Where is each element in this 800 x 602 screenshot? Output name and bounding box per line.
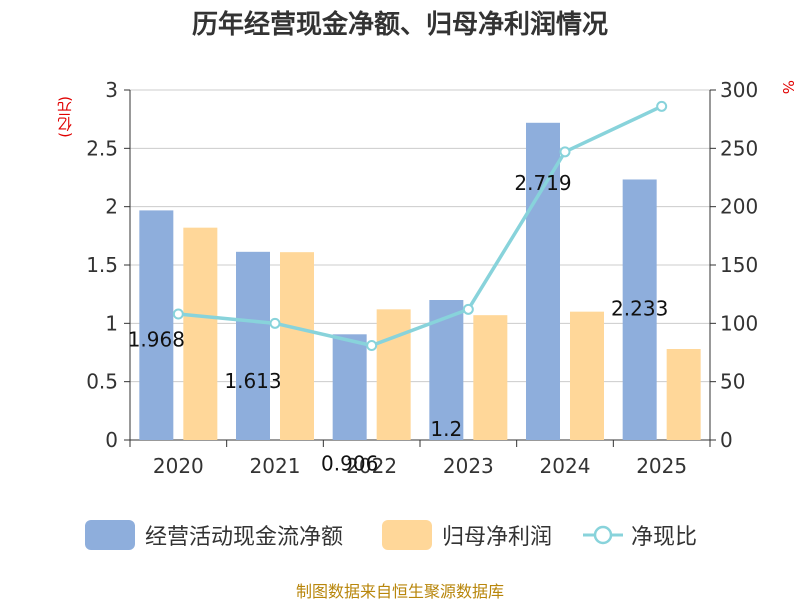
left-axis-tick-label: 1.5 <box>86 253 118 277</box>
left-axis-tick-label: 2 <box>105 195 118 219</box>
legend-item-netprofit[interactable]: 归母净利润 <box>382 517 552 553</box>
data-source-note: 制图数据来自恒生聚源数据库 <box>295 582 504 601</box>
chart-title: 历年经营现金净额、归母净利润情况 <box>191 10 608 40</box>
bar-data-label: 1.968 <box>128 327 185 351</box>
bar-netprofit <box>570 311 604 440</box>
legend-label-netprofit: 归母净利润 <box>442 525 553 550</box>
ratio-point <box>172 308 184 320</box>
bar-cashflow <box>236 251 270 440</box>
legend-item-cashflow[interactable]: 经营活动现金流净额 <box>85 517 343 553</box>
legend-swatch-cashflow <box>85 520 135 550</box>
x-axis-tick-label: 2023 <box>443 454 494 478</box>
bar-netprofit <box>473 315 508 440</box>
right-axis-tick-label: 250 <box>720 136 758 160</box>
bar-data-label: 1.2 <box>430 417 462 441</box>
left-axis-tick-label: 0 <box>105 428 118 452</box>
left-axis-tick-label: 2.5 <box>86 136 118 160</box>
ratio-point <box>462 303 474 315</box>
bar-netprofit <box>376 309 411 440</box>
legend-swatch-netprofit <box>382 520 432 550</box>
bar-cashflow <box>622 179 657 440</box>
legend-label-cashflow: 经营活动现金流净额 <box>145 525 344 550</box>
ratio-point <box>269 317 281 329</box>
right-axis-tick-label: 150 <box>720 253 758 277</box>
right-axis-tick-label: 200 <box>720 195 758 219</box>
legend-label-ratio: 净现比 <box>631 525 698 550</box>
ratio-point <box>559 146 571 158</box>
legend: 经营活动现金流净额 归母净利润 净现比 <box>0 517 800 553</box>
bar-cashflow <box>526 122 560 441</box>
bar-netprofit <box>666 349 701 440</box>
ratio-point <box>656 100 668 112</box>
right-axis-tick-label: 300 <box>720 78 758 102</box>
bar-netprofit <box>183 227 218 440</box>
bar-cashflow <box>139 210 174 440</box>
bar-cashflow <box>332 334 367 440</box>
bar-data-label: 0.906 <box>321 451 378 475</box>
legend-swatch-ratio <box>583 525 623 545</box>
x-axis-tick-label: 2024 <box>540 454 591 478</box>
ratio-point <box>366 340 378 351</box>
x-axis-tick-label: 2025 <box>636 454 687 478</box>
right-axis-tick-label: 50 <box>720 370 745 394</box>
bar-netprofit <box>280 252 314 440</box>
right-axis-tick-label: 0 <box>720 428 733 452</box>
left-axis-tick-label: 1 <box>105 311 118 335</box>
bar-data-label: 2.233 <box>611 296 668 320</box>
bar-data-label: 2.719 <box>514 171 571 195</box>
x-axis-tick-label: 2020 <box>153 454 204 478</box>
ratio-line <box>178 104 663 348</box>
bar-data-label: 1.613 <box>224 369 281 393</box>
left-axis-tick-label: 0.5 <box>86 370 118 394</box>
legend-item-ratio[interactable]: 净现比 <box>583 517 697 553</box>
right-axis-tick-label: 100 <box>720 311 758 335</box>
x-axis-tick-label: 2022 <box>346 454 397 478</box>
right-axis-unit: % <box>779 80 797 95</box>
left-axis-tick-label: 3 <box>105 78 118 102</box>
x-axis-tick-label: 2021 <box>250 454 301 478</box>
